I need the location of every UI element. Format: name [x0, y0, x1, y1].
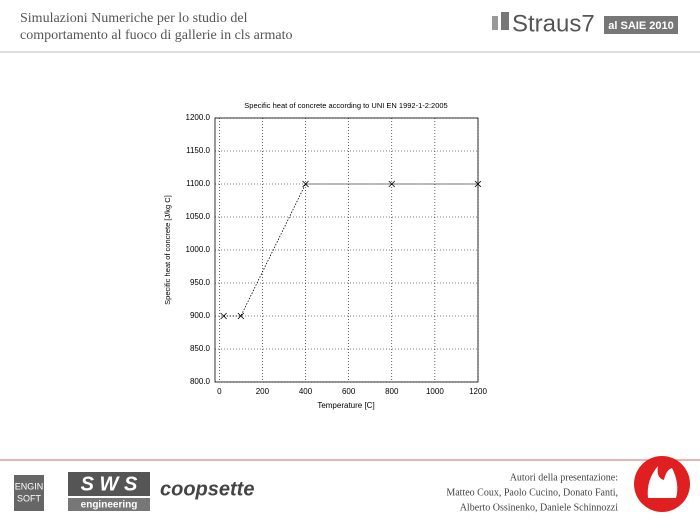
- logo-block: [501, 12, 509, 30]
- author-line: Alberto Ossinenko, Daniele Schinnozzi: [460, 502, 619, 513]
- header-title: comportamento al fuoco di gallerie in cl…: [20, 28, 293, 43]
- logo-text: coopsette: [160, 478, 254, 500]
- y-tick-label: 1000.0: [186, 245, 211, 254]
- logo-text: engineering: [81, 500, 138, 511]
- data-marker: [388, 180, 396, 188]
- header-title: Simulazioni Numeriche per lo studio del: [20, 11, 248, 26]
- x-tick-label: 200: [256, 387, 270, 396]
- chart-title: Specific heat of concrete according to U…: [244, 101, 447, 110]
- x-tick-label: 400: [299, 387, 313, 396]
- logo-box: [14, 475, 44, 511]
- x-axis-label: Temperature [C]: [317, 401, 374, 410]
- fire-icon-flame: [647, 466, 678, 498]
- x-tick-label: 1000: [426, 387, 444, 396]
- logo-text: S W S: [81, 473, 138, 495]
- y-tick-label: 1100.0: [186, 179, 210, 188]
- author-line: Autori della presentazione:: [510, 472, 618, 483]
- data-line: [223, 183, 478, 317]
- logo-box: [68, 498, 150, 511]
- x-tick-label: 1200: [469, 387, 487, 396]
- logo-text: ENGIN: [15, 481, 44, 491]
- y-tick-label: 800.0: [190, 377, 211, 386]
- plot: 800.0 850.0 900.0 950.0 1000.0 1050.0 1100.0 11…: [186, 113, 488, 396]
- y-tick-label: 1200.0: [186, 113, 211, 122]
- y-tick-label: 900.0: [190, 311, 211, 320]
- x-tick-label: 0: [217, 387, 222, 396]
- y-tick-label: 1050.0: [186, 212, 211, 221]
- data-marker: [474, 180, 482, 188]
- x-tick-label: 600: [342, 387, 356, 396]
- data-marker: [220, 312, 227, 320]
- data-marker: [302, 180, 309, 188]
- logo-box: [68, 472, 150, 496]
- event-text: al SAIE 2010: [608, 20, 673, 32]
- logo-text: SOFT: [17, 493, 42, 503]
- x-tick-label: 800: [385, 387, 399, 396]
- logo-block: [492, 16, 498, 30]
- y-axis-label: Specific heat of concrete [J/kg C]: [163, 195, 172, 305]
- logo-text: Straus7: [512, 10, 595, 37]
- event-box: [604, 16, 678, 34]
- y-tick-label: 950.0: [190, 278, 211, 287]
- y-tick-label: 1150.0: [186, 146, 210, 155]
- plot-frame: [214, 117, 479, 383]
- y-tick-label: 850.0: [190, 344, 211, 353]
- author-line: Matteo Coux, Paolo Cucino, Donato Fanti,: [446, 487, 618, 498]
- data-marker: [237, 312, 245, 320]
